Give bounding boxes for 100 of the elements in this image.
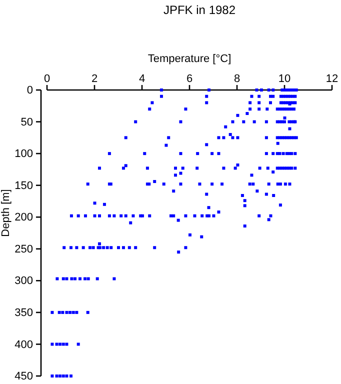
point: [294, 152, 297, 156]
y-tick-label: 350: [14, 306, 33, 319]
point: [240, 194, 244, 197]
point: [160, 94, 163, 98]
point: [69, 374, 72, 378]
point: [196, 152, 200, 156]
point: [172, 214, 176, 218]
point: [283, 120, 286, 124]
point: [236, 136, 240, 140]
point: [108, 214, 111, 218]
point: [288, 182, 292, 186]
y-tick-label: 450: [14, 370, 33, 383]
point: [58, 310, 61, 314]
point: [179, 172, 182, 175]
point: [177, 250, 180, 254]
point: [120, 214, 123, 218]
x-tick-label: 12: [326, 73, 338, 85]
point: [272, 152, 275, 156]
point: [198, 182, 202, 186]
x-tick-label: 2: [91, 73, 98, 85]
point: [264, 152, 268, 156]
point: [290, 152, 294, 156]
point: [98, 242, 101, 246]
point: [184, 108, 188, 111]
point: [56, 277, 59, 280]
y-axis-title: Depth [m]: [0, 189, 12, 237]
point: [294, 166, 297, 170]
point: [179, 152, 182, 156]
point: [284, 182, 287, 186]
point: [93, 202, 96, 205]
point: [266, 108, 269, 111]
point: [269, 214, 272, 218]
point: [276, 142, 280, 145]
point: [246, 112, 249, 116]
point: [84, 277, 86, 280]
point: [205, 94, 208, 98]
point: [292, 108, 296, 111]
point: [179, 120, 182, 124]
point: [236, 114, 240, 117]
point: [222, 166, 226, 170]
point: [217, 210, 220, 214]
point: [184, 214, 188, 218]
point: [98, 214, 101, 218]
y-tick-label: 200: [14, 212, 33, 224]
point: [75, 310, 78, 314]
point: [278, 204, 282, 207]
point: [76, 214, 80, 218]
point: [78, 277, 82, 280]
point: [250, 94, 254, 98]
point: [72, 310, 75, 314]
point: [272, 194, 276, 197]
point: [112, 214, 116, 218]
point: [62, 342, 65, 346]
point: [196, 166, 199, 170]
point: [58, 374, 62, 378]
point: [264, 192, 268, 196]
point: [82, 246, 85, 250]
point: [106, 246, 109, 250]
point: [220, 182, 224, 186]
point: [86, 310, 90, 314]
point: [217, 136, 220, 140]
y-tick-label: 250: [14, 243, 33, 256]
point: [124, 164, 128, 168]
point: [181, 166, 184, 170]
point: [50, 374, 54, 378]
point: [174, 166, 177, 170]
point: [212, 214, 216, 218]
point: [258, 166, 262, 170]
point: [278, 152, 282, 156]
point: [242, 120, 246, 124]
point: [167, 136, 170, 140]
point: [172, 190, 176, 193]
point: [108, 152, 111, 156]
point: [148, 108, 152, 111]
point: [184, 246, 188, 250]
point: [272, 88, 275, 92]
point: [255, 88, 258, 92]
point: [248, 101, 252, 104]
point: [243, 204, 246, 208]
point: [207, 88, 210, 92]
point: [236, 163, 240, 166]
point: [252, 182, 255, 186]
point: [50, 310, 54, 314]
point: [86, 277, 90, 280]
point: [252, 120, 256, 124]
point: [153, 246, 156, 250]
point: [116, 246, 120, 250]
point: [210, 182, 214, 186]
y-tick-label: 50: [20, 116, 33, 128]
point: [129, 221, 132, 224]
point: [256, 190, 259, 193]
point: [283, 116, 286, 120]
point: [164, 144, 168, 147]
point: [267, 88, 270, 92]
point: [70, 214, 73, 218]
point: [294, 101, 297, 104]
x-tick-label: 0: [44, 73, 50, 85]
point: [258, 214, 261, 218]
point: [62, 246, 66, 250]
point: [84, 214, 87, 218]
